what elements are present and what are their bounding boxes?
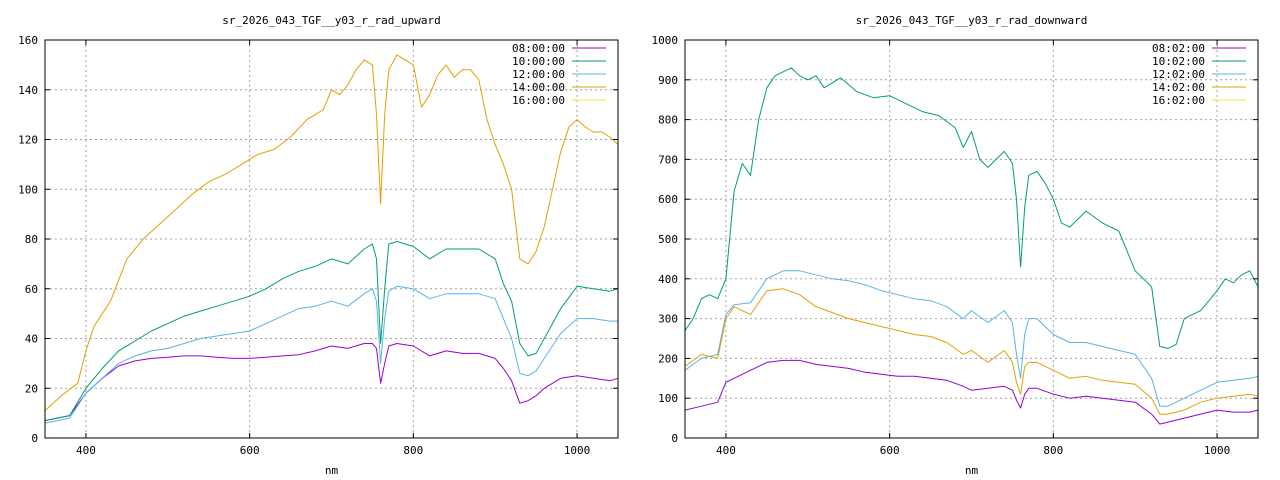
series-group [684,67,1259,425]
y-tick-label: 120 [18,134,38,147]
x-tick-label: 600 [880,444,900,457]
x-tick-label: 400 [716,444,736,457]
y-tick-label: 20 [25,382,38,395]
y-tick-label: 300 [658,313,678,326]
y-tick-label: 0 [31,432,38,445]
grid [685,40,1258,438]
x-tick-label: 400 [76,444,96,457]
series-group [44,54,619,424]
y-tick-label: 80 [25,233,38,246]
y-tick-label: 700 [658,153,678,166]
legend-label: 10:02:00 [1152,55,1205,68]
chart-title: sr_2026_043_TGF__y03_r_rad_upward [222,14,441,27]
series-line [684,270,1259,407]
series-line [684,288,1259,415]
y-tick-label: 140 [18,84,38,97]
legend-label: 12:00:00 [512,68,565,81]
x-axis-label: nm [965,464,979,477]
legend-label: 16:00:00 [512,94,565,107]
downward-radiance-chart: 400 600 800 1000 0 100 200 300 400 500 600 700 800 90… [652,14,1259,477]
x-tick-label: 600 [240,444,260,457]
series-line [684,67,1259,349]
y-tick-label: 60 [25,283,38,296]
series-line [44,54,619,411]
y-tick-label: 600 [658,193,678,206]
y-tick-label: 100 [18,183,38,196]
legend-label: 08:02:00 [1152,42,1205,55]
series-line [44,343,619,422]
legend-label: 10:00:00 [512,55,565,68]
y-tick-label: 200 [658,352,678,365]
legend-label: 14:02:00 [1152,81,1205,94]
upward-radiance-chart: 400 600 800 1000 0 20 40 60 80 100 120 140 160 sr_202… [18,14,619,477]
y-tick-label: 1000 [652,34,679,47]
legend-label: 16:02:00 [1152,94,1205,107]
x-axis-label: nm [325,464,339,477]
y-tick-label: 400 [658,273,678,286]
y-tick-label: 900 [658,74,678,87]
x-tick-label: 1000 [1204,444,1231,457]
series-line [684,359,1259,425]
legend-label: 14:00:00 [512,81,565,94]
grid [45,40,618,438]
y-tick-label: 160 [18,34,38,47]
x-tick-label: 800 [403,444,423,457]
y-tick-label: 800 [658,114,678,127]
y-tick-label: 500 [658,233,678,246]
legend-label: 12:02:00 [1152,68,1205,81]
series-line [44,285,618,424]
y-tick-label: 0 [671,432,678,445]
chart-title: sr_2026_043_TGF__y03_r_rad_downward [856,14,1088,27]
series-line [44,241,619,422]
x-tick-label: 800 [1043,444,1063,457]
x-tick-label: 1000 [564,444,591,457]
y-tick-label: 40 [25,333,38,346]
legend-label: 08:00:00 [512,42,565,55]
y-tick-label: 100 [658,392,678,405]
